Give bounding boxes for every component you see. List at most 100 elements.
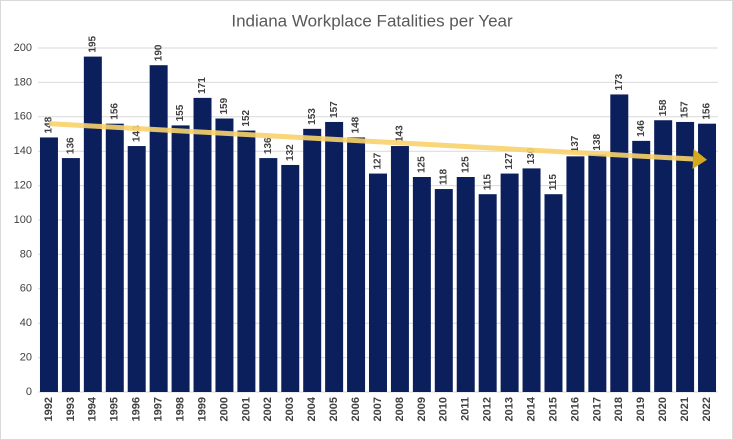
value-label: 159 <box>219 97 230 114</box>
bar <box>632 140 651 392</box>
x-tick-label: 2015 <box>547 397 559 421</box>
bar <box>325 121 344 393</box>
bar <box>215 118 234 393</box>
bar <box>303 128 322 392</box>
value-label: 143 <box>395 125 406 142</box>
value-label: 136 <box>263 137 274 154</box>
bar <box>281 164 300 392</box>
y-tick-label: 140 <box>14 145 32 157</box>
value-label: 115 <box>548 174 559 191</box>
bar <box>171 125 190 393</box>
x-tick-label: 2018 <box>613 397 625 421</box>
bar <box>654 120 673 393</box>
x-tick-label: 2003 <box>284 397 296 421</box>
x-tick-label: 2012 <box>482 397 494 421</box>
bar <box>610 94 629 392</box>
bar <box>500 173 519 392</box>
y-tick-label: 40 <box>20 317 32 329</box>
value-label: 143 <box>131 125 142 142</box>
bar <box>369 173 387 392</box>
x-tick-label: 1996 <box>131 397 143 421</box>
bar <box>412 177 431 392</box>
y-tick-label: 200 <box>14 42 32 54</box>
bar <box>478 194 497 392</box>
x-tick-label: 1999 <box>196 397 208 421</box>
x-tick-label: 1998 <box>174 397 186 421</box>
x-tick-label: 2019 <box>635 397 647 421</box>
bar <box>676 121 695 393</box>
value-label: 190 <box>153 44 164 61</box>
value-label: 158 <box>658 99 669 116</box>
x-tick-label: 1992 <box>43 397 55 421</box>
bar <box>193 97 212 392</box>
y-tick-label: 80 <box>20 248 32 260</box>
x-tick-label: 2020 <box>657 397 669 421</box>
trend-arrowhead <box>692 149 708 170</box>
y-tick-label: 120 <box>14 180 32 192</box>
bar <box>588 154 607 392</box>
bar <box>434 189 453 392</box>
value-label: 127 <box>373 152 384 169</box>
bar <box>61 158 80 392</box>
x-tick-label: 2001 <box>240 397 252 421</box>
value-label: 115 <box>482 174 493 191</box>
x-tick-label: 2011 <box>460 397 472 421</box>
value-label: 130 <box>526 147 537 164</box>
bar <box>259 158 278 392</box>
value-label: 155 <box>175 104 186 121</box>
x-tick-label: 2006 <box>350 397 362 421</box>
x-tick-label: 2017 <box>591 397 603 421</box>
bar <box>39 137 58 392</box>
bar <box>566 156 585 392</box>
y-tick-label: 20 <box>20 352 32 364</box>
bar <box>544 194 563 392</box>
x-tick-label: 2014 <box>525 396 537 421</box>
y-tick-label: 0 <box>26 386 32 398</box>
value-label: 173 <box>614 73 625 90</box>
y-tick-label: 180 <box>14 76 32 88</box>
bar <box>456 177 475 392</box>
value-label: 152 <box>241 109 252 126</box>
value-label: 138 <box>592 134 603 151</box>
bar <box>83 56 102 392</box>
chart-title: Indiana Workplace Fatalities per Year <box>231 11 513 30</box>
x-tick-label: 2009 <box>416 397 428 421</box>
value-label: 118 <box>438 168 449 185</box>
value-label: 156 <box>109 103 120 120</box>
x-tick-label: 2022 <box>701 397 713 421</box>
value-label: 171 <box>197 77 208 94</box>
x-tick-label: 1997 <box>153 397 165 421</box>
value-label: 153 <box>307 108 318 125</box>
x-tick-label: 2013 <box>504 397 516 421</box>
value-label: 146 <box>636 120 647 137</box>
value-label: 157 <box>329 101 340 118</box>
value-label: 156 <box>702 103 713 120</box>
value-label: 136 <box>66 137 77 154</box>
x-tick-label: 2007 <box>372 397 384 421</box>
x-tick-label: 2016 <box>569 397 581 421</box>
x-tick-label: 1995 <box>109 397 121 421</box>
value-label: 148 <box>351 116 362 133</box>
value-label: 125 <box>417 156 428 173</box>
x-tick-label: 2002 <box>262 397 274 421</box>
value-label: 195 <box>87 35 98 52</box>
bar <box>105 123 124 393</box>
value-label: 132 <box>285 144 296 161</box>
x-tick-label: 2008 <box>394 397 406 421</box>
x-tick-label: 1994 <box>87 396 99 421</box>
bar <box>149 65 168 392</box>
x-tick-label: 2004 <box>306 396 318 421</box>
bar <box>522 168 541 392</box>
value-label: 125 <box>460 156 471 173</box>
value-label: 137 <box>570 135 581 152</box>
bar <box>127 146 146 392</box>
x-tick-label: 2005 <box>328 397 340 421</box>
bar <box>390 146 409 392</box>
bar <box>237 130 256 392</box>
x-tick-label: 2000 <box>218 397 230 421</box>
y-tick-label: 160 <box>14 111 32 123</box>
bar <box>347 137 366 392</box>
x-tick-label: 2021 <box>679 397 691 421</box>
